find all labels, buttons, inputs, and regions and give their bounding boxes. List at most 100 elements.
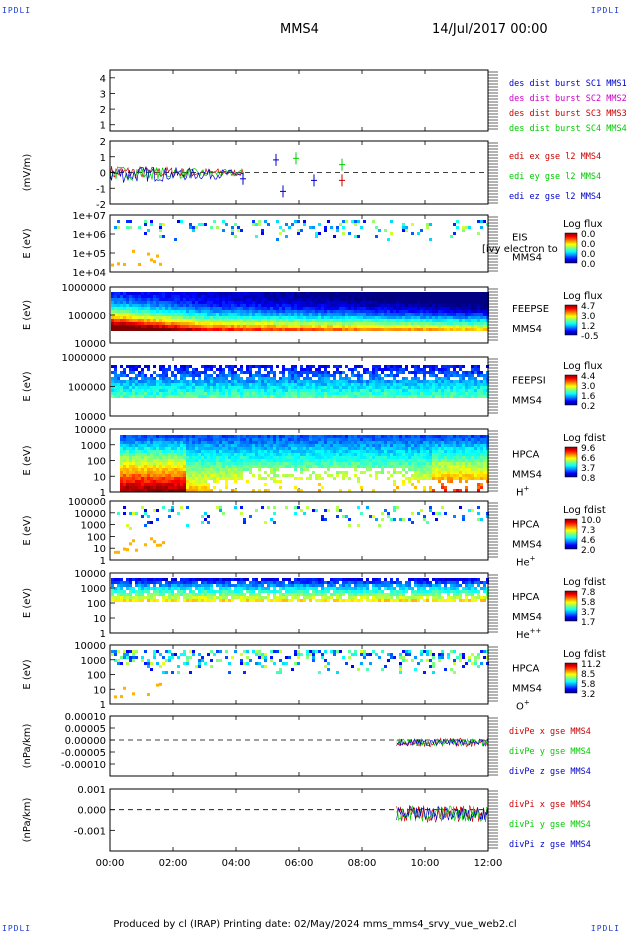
colorbar-tick: 1.6 bbox=[581, 392, 596, 402]
colorbar-tick: 4.4 bbox=[581, 372, 596, 382]
y-tick-label: 0.001 bbox=[77, 785, 106, 796]
y-tick-label: 0.00010 bbox=[65, 712, 106, 723]
y-tick-label: 1e+07 bbox=[72, 211, 106, 222]
colorbar-tick: 3.7 bbox=[581, 464, 595, 474]
y-tick-label: 1000 bbox=[81, 584, 106, 595]
colorbar-tick: 0.0 bbox=[581, 230, 596, 240]
panel-hpca-o bbox=[109, 644, 489, 705]
panel-frame bbox=[109, 214, 489, 273]
colorbar-tick: 11.2 bbox=[581, 660, 601, 670]
y-axis-label: (nPa/km) bbox=[22, 724, 33, 769]
y-tick-label: 0 bbox=[100, 169, 106, 180]
colorbar bbox=[564, 232, 578, 264]
panel-des-dist-burst bbox=[109, 69, 489, 132]
panel-frame bbox=[109, 572, 489, 634]
y-tick-label: 0.00005 bbox=[65, 724, 106, 735]
y-tick-label: 100000 bbox=[68, 497, 106, 508]
y-tick-label: 1000000 bbox=[61, 283, 106, 294]
colorbar-tick: 0.0 bbox=[581, 250, 596, 260]
colorbar-tick: 5.8 bbox=[581, 680, 596, 690]
instrument-label: FEEPSI bbox=[512, 376, 546, 387]
x-tick-label: 06:00 bbox=[285, 858, 314, 869]
panel-hpca-hepp bbox=[109, 572, 489, 634]
legend-entry: divPe y gse MMS4 bbox=[509, 747, 591, 757]
colorbar-tick: 1.7 bbox=[581, 618, 595, 628]
spacecraft-label: MMS4 bbox=[512, 612, 542, 623]
ipdli-tag-bottom-right: IPDLI bbox=[590, 924, 620, 933]
y-tick-label: 1 bbox=[100, 488, 106, 499]
colorbar-tick: 0.0 bbox=[581, 260, 596, 270]
colorbar bbox=[564, 518, 578, 550]
legend-entry: divPe x gse MMS4 bbox=[509, 727, 591, 737]
colorbar-tick: 6.6 bbox=[581, 454, 596, 464]
y-tick-label: 10000 bbox=[74, 641, 106, 652]
axis-minor-ticks bbox=[488, 358, 498, 414]
colorbar-tick: 3.0 bbox=[581, 382, 596, 392]
colorbar-title: Log flux bbox=[563, 361, 603, 372]
legend-entry: des dist burst SC1 MMS1 bbox=[509, 79, 627, 89]
y-tick-label: -0.00010 bbox=[61, 760, 106, 771]
axis-minor-ticks bbox=[488, 502, 498, 558]
colorbar-title: Log flux bbox=[563, 291, 603, 302]
colorbar-tick: 1.2 bbox=[581, 322, 595, 332]
colorbar-tick: 0.0 bbox=[581, 240, 596, 250]
spacecraft-label: MMS4 bbox=[512, 396, 542, 407]
colorbar-tick: 8.5 bbox=[581, 670, 595, 680]
ipdli-tag-top-left: IPDLI bbox=[2, 6, 32, 15]
legend-entry: divPi x gse MMS4 bbox=[509, 800, 591, 810]
y-tick-label: 1000000 bbox=[61, 353, 106, 364]
panel-frame bbox=[109, 715, 489, 777]
panel-frame bbox=[109, 140, 489, 205]
colorbar-tick: 2.0 bbox=[581, 546, 596, 556]
x-tick-label: 02:00 bbox=[159, 858, 188, 869]
y-tick-label: 1000 bbox=[81, 441, 106, 452]
panel-frame bbox=[109, 286, 489, 344]
axis-minor-ticks bbox=[488, 216, 498, 272]
x-tick-label: 08:00 bbox=[348, 858, 377, 869]
y-tick-label: 10 bbox=[93, 614, 106, 625]
y-tick-label: 10 bbox=[93, 472, 106, 483]
panel-divpi bbox=[109, 788, 489, 852]
colorbar-tick: 0.8 bbox=[581, 474, 596, 484]
colorbar-tick: 3.2 bbox=[581, 690, 595, 700]
spacecraft-title: MMS4 bbox=[280, 22, 319, 37]
instrument-label: FEEPSE bbox=[512, 304, 549, 315]
y-tick-label: 100 bbox=[87, 599, 106, 610]
footer-credit: Produced by cl (IRAP) Printing date: 02/… bbox=[113, 919, 517, 930]
legend-entry: edi ey gse l2 MMS4 bbox=[509, 172, 601, 182]
panel-frame bbox=[109, 500, 489, 561]
y-axis-label: E (eV) bbox=[22, 445, 33, 475]
legend-entry: divPi y gse MMS4 bbox=[509, 820, 591, 830]
panel-feepsi bbox=[109, 356, 489, 417]
y-tick-label: 100 bbox=[87, 671, 106, 682]
colorbar-tick: 4.6 bbox=[581, 536, 596, 546]
y-tick-label: -0.00005 bbox=[61, 748, 106, 759]
panel-hpca-he bbox=[109, 500, 489, 561]
colorbar bbox=[564, 446, 578, 478]
y-tick-label: 1e+05 bbox=[72, 249, 106, 260]
colorbar-tick: 7.3 bbox=[581, 526, 595, 536]
colorbar-title: Log flux bbox=[563, 219, 603, 230]
x-tick-label: 10:00 bbox=[411, 858, 440, 869]
legend-entry: des dist burst SC4 MMS4 bbox=[509, 124, 627, 134]
panel-divpe bbox=[109, 715, 489, 777]
y-tick-label: 2 bbox=[100, 137, 106, 148]
y-tick-label: 10000 bbox=[74, 412, 106, 423]
x-tick-label: 04:00 bbox=[222, 858, 251, 869]
y-tick-label: 0.00000 bbox=[65, 736, 106, 747]
colorbar-title: Log fdist bbox=[563, 433, 606, 444]
legend-entry: divPi z gse MMS4 bbox=[509, 840, 591, 850]
spacecraft-label: MMS4 bbox=[512, 540, 542, 551]
colorbar-tick: 0.2 bbox=[581, 402, 595, 412]
panel-frame bbox=[109, 428, 489, 493]
y-tick-label: 10000 bbox=[74, 339, 106, 350]
instrument-label: HPCA bbox=[512, 520, 540, 531]
y-axis-label: E (eV) bbox=[22, 515, 33, 545]
y-tick-label: 1e+06 bbox=[72, 230, 106, 241]
y-tick-label: 10000 bbox=[74, 509, 106, 520]
panel-frame bbox=[109, 69, 489, 132]
y-axis-label: (mV/m) bbox=[22, 154, 33, 192]
colorbar-title: Log fdist bbox=[563, 577, 606, 588]
y-tick-label: 100000 bbox=[68, 383, 106, 394]
